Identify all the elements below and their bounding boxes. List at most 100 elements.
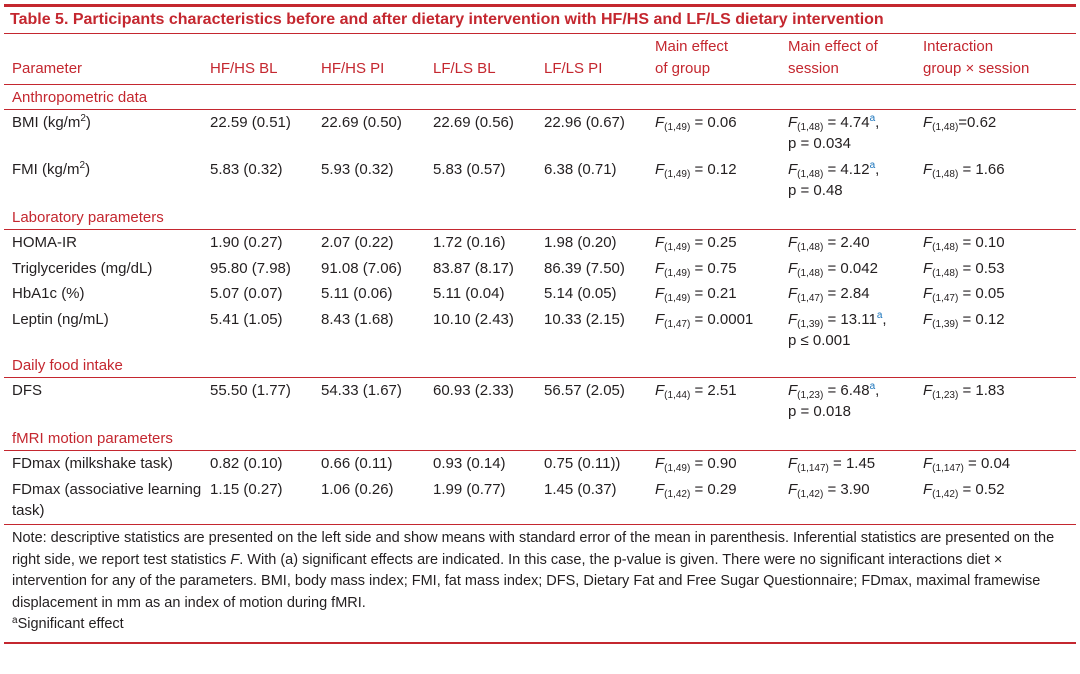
descriptive-value: 56.57 (2.05) xyxy=(544,382,625,399)
stat-value: = 0.21 xyxy=(690,285,737,302)
p-value: p = 0.018 xyxy=(788,403,851,420)
row-parameter: DFS xyxy=(12,380,202,401)
session-effect: F(1,47) = 2.84 xyxy=(788,283,918,304)
descriptive-value: 0.66 (0.11) xyxy=(321,455,393,472)
table-row: Leptin (ng/mL) 5.41 (1.05) 8.43 (1.68) 10.1… xyxy=(4,307,1076,353)
table-header: Parameter HF/HS BL HF/HS PI LF/LS BL LF/… xyxy=(4,34,1076,85)
degrees-of-freedom: (1,48) xyxy=(797,242,824,253)
group-effect: F(1,42) = 0.29 xyxy=(655,479,737,500)
separator-comma: , xyxy=(882,311,887,328)
stat-letter: F xyxy=(923,234,933,251)
parameter-label-end: ) xyxy=(85,161,91,178)
descriptive-value: 5.07 (0.07) xyxy=(210,285,283,302)
degrees-of-freedom: (1,48) xyxy=(932,268,959,279)
stat-letter: F xyxy=(923,161,933,178)
stat-value: = 0.25 xyxy=(690,234,737,251)
p-value: p ≤ 0.001 xyxy=(788,332,851,349)
session-effect: F(1,23) = 6.48a, p = 0.018 xyxy=(788,380,918,422)
stat-letter: F xyxy=(655,311,665,328)
stat-letter: F xyxy=(788,311,798,328)
stat-value: = 2.84 xyxy=(823,285,870,302)
session-effect: F(1,147) = 1.45 xyxy=(788,453,918,474)
stat-letter: F xyxy=(923,382,933,399)
stat-value: = 2.40 xyxy=(823,234,870,251)
stat-letter: F xyxy=(923,455,933,472)
table-body: Anthropometric data BMI (kg/m2) 22.59 (0.5… xyxy=(4,85,1076,524)
descriptive-value: 8.43 (1.68) xyxy=(321,311,394,328)
session-effect: F(1,48) = 0.042 xyxy=(788,258,918,279)
descriptive-value: 5.11 (0.04) xyxy=(433,285,505,302)
table-row: BMI (kg/m2) 22.59 (0.51) 22.69 (0.50) 22.69… xyxy=(4,110,1076,157)
stat-letter: F xyxy=(788,114,798,131)
descriptive-value: 1.98 (0.20) xyxy=(544,234,617,251)
table-row: Triglycerides (mg/dL) 95.80 (7.98) 91.08 (… xyxy=(4,256,1076,281)
descriptive-value: 55.50 (1.77) xyxy=(210,382,291,399)
stat-letter: F xyxy=(923,285,933,302)
descriptive-value: 91.08 (7.06) xyxy=(321,260,402,277)
parameter-label: DFS xyxy=(12,382,42,399)
group-effect: F(1,49) = 0.21 xyxy=(655,283,737,304)
descriptive-value: 5.41 (1.05) xyxy=(210,311,283,328)
header-lfls-bl: LF/LS BL xyxy=(433,60,496,77)
descriptive-value: 22.96 (0.67) xyxy=(544,114,625,131)
descriptive-value: 54.33 (1.67) xyxy=(321,382,402,399)
interaction-effect: F(1,42) = 0.52 xyxy=(923,479,1005,500)
section-header: Daily food intake xyxy=(4,353,1076,378)
header-session-line1: Main effect of xyxy=(788,38,878,55)
separator-comma: , xyxy=(875,161,880,178)
descriptive-value: 22.59 (0.51) xyxy=(210,114,291,131)
degrees-of-freedom: (1,48) xyxy=(797,122,824,133)
section-header: Laboratory parameters xyxy=(4,205,1076,230)
note-text-part2: . With (a) significant effects are indic… xyxy=(12,551,1041,611)
stat-letter: F xyxy=(788,234,798,251)
stat-letter: F xyxy=(655,455,665,472)
stat-value: = 0.042 xyxy=(823,260,878,277)
section-header: fMRI motion parameters xyxy=(4,426,1076,451)
significance-marker: a xyxy=(876,310,883,321)
group-effect: F(1,49) = 0.12 xyxy=(655,159,737,180)
degrees-of-freedom: (1,42) xyxy=(797,489,824,500)
stat-letter: F xyxy=(655,161,665,178)
interaction-effect: F(1,39) = 0.12 xyxy=(923,309,1005,330)
stat-letter: F xyxy=(655,285,665,302)
group-effect: F(1,49) = 0.75 xyxy=(655,258,737,279)
descriptive-value: 1.90 (0.27) xyxy=(210,234,283,251)
stat-letter: F xyxy=(788,382,798,399)
descriptive-value: 6.38 (0.71) xyxy=(544,161,617,178)
stat-letter: F xyxy=(655,114,665,131)
header-interaction-line2: group × session xyxy=(923,60,1030,77)
header-parameter: Parameter xyxy=(12,60,83,77)
parameter-label: Triglycerides (mg/dL) xyxy=(12,260,153,277)
stat-value: = 13.11 xyxy=(823,311,877,328)
header-hfhs-pi: HF/HS PI xyxy=(321,60,385,77)
degrees-of-freedom: (1,49) xyxy=(664,463,691,474)
degrees-of-freedom: (1,49) xyxy=(664,242,691,253)
descriptive-value: 5.11 (0.06) xyxy=(321,285,393,302)
note-paragraph: Note: descriptive statistics are present… xyxy=(12,528,1068,614)
table-row: FMI (kg/m2) 5.83 (0.32) 5.93 (0.32) 5.83 (0… xyxy=(4,157,1076,205)
stat-value: = 0.06 xyxy=(690,114,737,131)
descriptive-value: 95.80 (7.98) xyxy=(210,260,291,277)
p-value: p = 0.48 xyxy=(788,182,843,199)
table-row: HOMA-IR 1.90 (0.27) 2.07 (0.22) 1.72 (0.16)… xyxy=(4,230,1076,256)
group-effect: F(1,47) = 0.0001 xyxy=(655,309,753,330)
degrees-of-freedom: (1,48) xyxy=(797,169,824,180)
degrees-of-freedom: (1,147) xyxy=(797,463,829,474)
stat-value: = 1.45 xyxy=(828,455,876,472)
interaction-effect: F(1,48) = 0.53 xyxy=(923,258,1005,279)
stat-value: = 0.53 xyxy=(958,260,1005,277)
parameter-label: FDmax (milkshake task) xyxy=(12,455,173,472)
descriptive-value: 0.82 (0.10) xyxy=(210,455,283,472)
stat-value: = 4.12 xyxy=(823,161,870,178)
stat-value: = 0.90 xyxy=(690,455,737,472)
descriptive-value: 10.10 (2.43) xyxy=(433,311,514,328)
descriptive-value: 0.93 (0.14) xyxy=(433,455,506,472)
session-effect: F(1,48) = 4.74a, p = 0.034 xyxy=(788,112,918,154)
stat-value: = 0.52 xyxy=(958,481,1005,498)
unit-superscript: 2 xyxy=(79,160,86,171)
degrees-of-freedom: (1,49) xyxy=(664,268,691,279)
section-header: Anthropometric data xyxy=(4,85,1076,110)
session-effect: F(1,42) = 3.90 xyxy=(788,479,918,500)
degrees-of-freedom: (1,48) xyxy=(932,242,959,253)
stat-value: = 1.83 xyxy=(958,382,1005,399)
